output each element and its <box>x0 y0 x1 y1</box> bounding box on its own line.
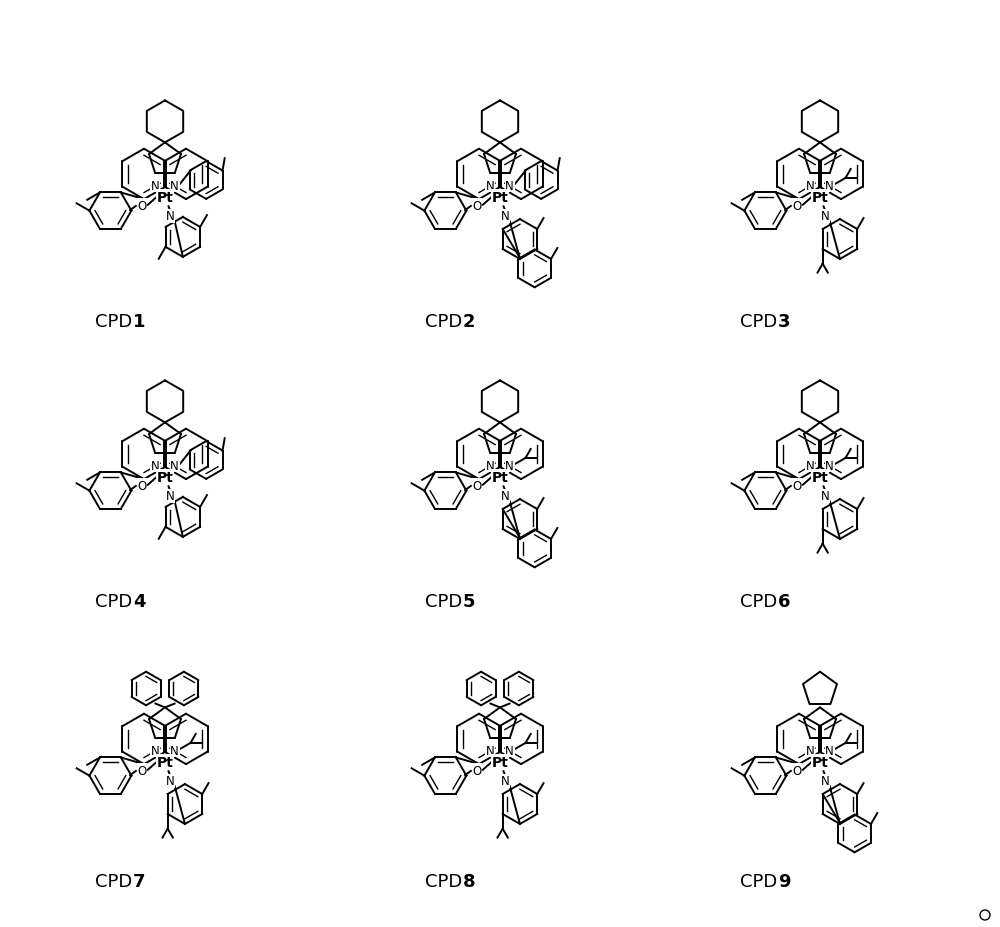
Text: CPD: CPD <box>425 312 468 331</box>
Text: N: N <box>505 744 514 757</box>
Text: N: N <box>505 180 514 193</box>
Text: N: N <box>170 180 179 193</box>
Text: N: N <box>806 180 815 193</box>
Text: N: N <box>825 744 834 757</box>
Text: N: N <box>166 489 175 502</box>
Text: N: N <box>151 744 160 757</box>
Text: O: O <box>792 479 802 492</box>
Text: Pt: Pt <box>157 191 173 205</box>
Text: Pt: Pt <box>492 471 508 485</box>
Text: Pt: Pt <box>812 471 828 485</box>
Text: O: O <box>137 764 147 777</box>
Text: N: N <box>501 775 510 788</box>
Text: O: O <box>137 199 147 212</box>
Text: N: N <box>821 210 830 223</box>
Text: 7: 7 <box>133 872 146 890</box>
Text: CPD: CPD <box>740 592 783 610</box>
Text: 6: 6 <box>778 592 790 610</box>
Text: 5: 5 <box>463 592 476 610</box>
Text: 8: 8 <box>463 872 476 890</box>
Text: N: N <box>825 459 834 472</box>
Text: 9: 9 <box>778 872 790 890</box>
Text: CPD: CPD <box>425 872 468 890</box>
Text: N: N <box>166 775 175 788</box>
Text: CPD: CPD <box>95 312 138 331</box>
Text: Pt: Pt <box>812 756 828 769</box>
Text: CPD: CPD <box>95 872 138 890</box>
Text: CPD: CPD <box>740 312 783 331</box>
Text: O: O <box>472 764 482 777</box>
Text: O: O <box>472 199 482 212</box>
Text: CPD: CPD <box>740 872 783 890</box>
Text: O: O <box>472 479 482 492</box>
Text: N: N <box>486 744 495 757</box>
Text: Pt: Pt <box>812 191 828 205</box>
Text: N: N <box>821 775 830 788</box>
Text: N: N <box>151 180 160 193</box>
Text: N: N <box>166 210 175 223</box>
Text: N: N <box>170 459 179 472</box>
Text: CPD: CPD <box>425 592 468 610</box>
Text: N: N <box>151 459 160 472</box>
Text: 4: 4 <box>133 592 146 610</box>
Text: N: N <box>821 489 830 502</box>
Text: N: N <box>806 744 815 757</box>
Text: 2: 2 <box>463 312 476 331</box>
Text: 3: 3 <box>778 312 790 331</box>
Text: Pt: Pt <box>492 191 508 205</box>
Text: CPD: CPD <box>95 592 138 610</box>
Text: N: N <box>486 459 495 472</box>
Text: O: O <box>792 199 802 212</box>
Text: Pt: Pt <box>492 756 508 769</box>
Text: N: N <box>501 489 510 502</box>
Text: O: O <box>792 764 802 777</box>
Text: N: N <box>501 210 510 223</box>
Text: N: N <box>170 744 179 757</box>
Text: N: N <box>806 459 815 472</box>
Text: Pt: Pt <box>157 471 173 485</box>
Text: N: N <box>486 180 495 193</box>
Text: N: N <box>505 459 514 472</box>
Text: Pt: Pt <box>157 756 173 769</box>
Text: N: N <box>825 180 834 193</box>
Text: O: O <box>137 479 147 492</box>
Text: 1: 1 <box>133 312 146 331</box>
